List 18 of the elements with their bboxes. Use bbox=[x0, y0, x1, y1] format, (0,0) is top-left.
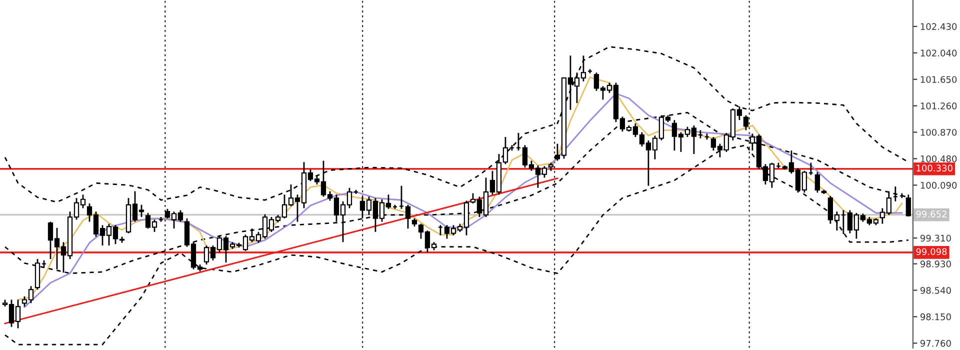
ref-line-label: 99.098 bbox=[916, 248, 947, 256]
candlestick bbox=[814, 172, 820, 194]
ref-line-label: 99.652 bbox=[916, 210, 946, 218]
ref-line-label: 100.330 bbox=[916, 164, 952, 172]
y-tick-label: 98.540 bbox=[920, 286, 951, 294]
y-tick-label: 100.870 bbox=[920, 128, 957, 136]
y-tick-label: 102.040 bbox=[920, 50, 957, 56]
y-tick-label: 100.480 bbox=[920, 155, 957, 162]
y-tick-label: 98.930 bbox=[920, 260, 951, 268]
y-tick-label: 101.650 bbox=[920, 76, 957, 83]
y-tick-label: 100.090 bbox=[920, 182, 957, 189]
candlestick bbox=[906, 194, 911, 218]
y-tick-label: 97.760 bbox=[920, 340, 951, 347]
y-tick-label: 98.150 bbox=[920, 313, 951, 320]
y-tick-label: 102.430 bbox=[920, 23, 957, 30]
y-tick-label: 99.310 bbox=[920, 234, 951, 242]
candlestick bbox=[405, 204, 411, 230]
y-tick-label: 101.260 bbox=[920, 102, 957, 110]
